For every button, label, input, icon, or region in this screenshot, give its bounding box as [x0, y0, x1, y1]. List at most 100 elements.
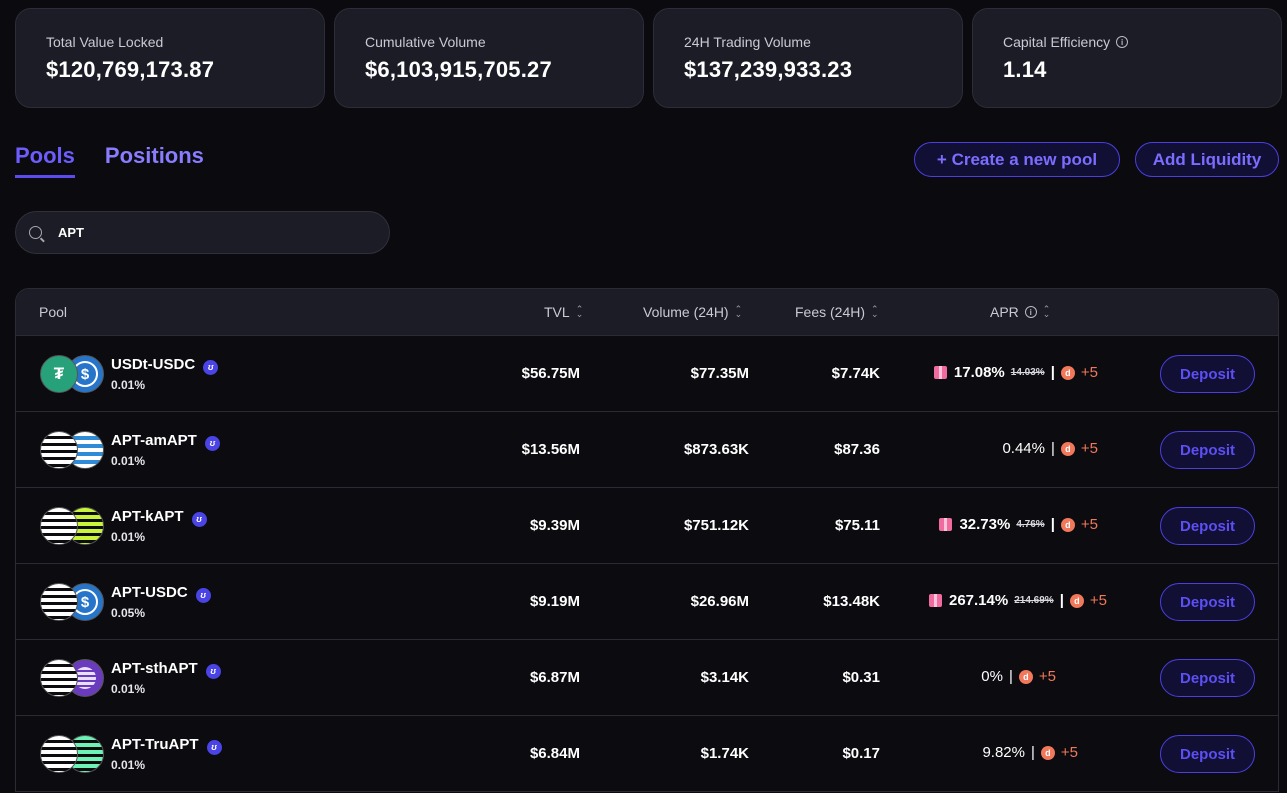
pool-fee-tier: 0.01%: [111, 530, 146, 544]
pool-name: APT-amAPT ʊ: [111, 432, 220, 451]
reward-d-icon: d: [1060, 365, 1075, 380]
pool-token-icons: [40, 659, 104, 697]
apt-icon: [40, 507, 78, 545]
pool-fees: $75.11: [834, 517, 880, 534]
apr-bonus: +5: [1080, 364, 1098, 381]
apr-bonus: +5: [1080, 516, 1098, 533]
stat-card-cumulative-volume: Cumulative Volume $6,103,915,705.27: [334, 8, 644, 108]
stat-value: $137,239,933.23: [684, 57, 853, 82]
pool-fees: $7.74K: [831, 365, 880, 382]
deposit-button[interactable]: Deposit: [1160, 355, 1255, 393]
pool-tvl: $13.56M: [521, 441, 580, 458]
pool-fees: $13.48K: [823, 593, 880, 610]
info-icon[interactable]: i: [1116, 36, 1129, 48]
table-row[interactable]: ₮ $ USDt-USDC ʊ 0.01% $56.75M $77.35M $7.…: [16, 335, 1278, 411]
pool-tvl: $6.87M: [529, 669, 580, 686]
pool-volume: $77.35M: [690, 365, 749, 382]
pool-token-icons: [40, 507, 104, 545]
apt-icon: [40, 659, 78, 697]
verified-badge-icon: ʊ: [206, 739, 222, 755]
pool-volume: $1.74K: [700, 745, 749, 762]
apr-value: 17.08%: [953, 364, 1005, 381]
verified-badge-icon: ʊ: [195, 587, 211, 603]
pool-fees: $87.36: [834, 441, 880, 458]
pool-token-icons: [40, 735, 104, 773]
apr-value: 0%: [981, 668, 1003, 685]
add-liquidity-button[interactable]: Add Liquidity: [1135, 142, 1279, 177]
pool-apr[interactable]: 0.44% | d +5: [1002, 440, 1098, 457]
pool-apr[interactable]: 32.73% 4.76% | d +5: [939, 516, 1098, 533]
apr-bonus: +5: [1038, 668, 1056, 685]
pool-name: APT-USDC ʊ: [111, 584, 211, 603]
stat-label: Total Value Locked: [46, 34, 164, 50]
table-row[interactable]: $ APT-USDC ʊ 0.05% $9.19M $26.96M $13.48K…: [16, 563, 1278, 639]
reward-d-icon: d: [1040, 745, 1055, 760]
header-fees[interactable]: Fees (24H) ⌃ ⌄: [795, 304, 879, 320]
apt-icon: [40, 431, 78, 469]
pool-volume: $751.12K: [683, 517, 749, 534]
pool-volume: $873.63K: [683, 441, 749, 458]
table-row[interactable]: APT-TruAPT ʊ 0.01% $6.84M $1.74K $0.17 9.…: [16, 715, 1278, 791]
gift-icon: [928, 594, 942, 607]
sort-icon[interactable]: ⌃ ⌄: [1042, 304, 1051, 319]
deposit-button[interactable]: Deposit: [1160, 735, 1255, 773]
search-box: [15, 211, 390, 254]
separator: |: [1030, 744, 1035, 761]
pool-name-text: APT-TruAPT: [111, 736, 199, 753]
pool-fees: $0.17: [842, 745, 880, 762]
pool-volume: $26.96M: [690, 593, 749, 610]
create-pool-button[interactable]: + Create a new pool: [914, 142, 1120, 177]
pool-name-text: APT-USDC: [111, 584, 188, 601]
pool-fee-tier: 0.01%: [111, 378, 146, 392]
apr-value: 32.73%: [959, 516, 1011, 533]
search-input[interactable]: [58, 225, 358, 240]
actions: + Create a new pool Add Liquidity: [914, 142, 1279, 177]
stat-card-24h-volume: 24H Trading Volume $137,239,933.23: [653, 8, 963, 108]
sort-icon[interactable]: ⌃ ⌄: [871, 304, 879, 319]
separator: |: [1050, 440, 1055, 457]
apr-old-value: 214.69%: [1014, 595, 1054, 606]
pool-apr[interactable]: 9.82% | d +5: [982, 744, 1078, 761]
apt-icon: [40, 735, 78, 773]
apr-old-value: 4.76%: [1016, 519, 1045, 530]
sort-icon[interactable]: ⌃ ⌄: [734, 304, 743, 319]
sort-icon[interactable]: ⌃ ⌄: [575, 304, 584, 319]
apr-bonus: +5: [1089, 592, 1107, 609]
pool-name: APT-sthAPT ʊ: [111, 660, 221, 679]
stat-value: $6,103,915,705.27: [365, 57, 552, 82]
deposit-button[interactable]: Deposit: [1160, 507, 1255, 545]
stat-label: 24H Trading Volume: [684, 34, 811, 50]
header-pool: Pool: [39, 304, 68, 320]
header-apr[interactable]: APR i ⌃ ⌄: [990, 304, 1050, 320]
table-row[interactable]: APT-amAPT ʊ 0.01% $13.56M $873.63K $87.36…: [16, 411, 1278, 487]
pool-fee-tier: 0.01%: [111, 682, 146, 696]
header-tvl[interactable]: TVL ⌃ ⌄: [544, 304, 583, 320]
deposit-button[interactable]: Deposit: [1160, 583, 1255, 621]
pool-apr[interactable]: 0% | d +5: [981, 668, 1056, 685]
pool-tvl: $6.84M: [529, 745, 580, 762]
reward-d-icon: d: [1069, 593, 1084, 608]
pool-tvl: $56.75M: [521, 365, 580, 382]
table-row[interactable]: APT-kAPT ʊ 0.01% $9.39M $751.12K $75.11 3…: [16, 487, 1278, 563]
verified-badge-icon: ʊ: [191, 511, 207, 527]
reward-d-icon: d: [1060, 517, 1075, 532]
verified-badge-icon: ʊ: [205, 663, 221, 679]
pool-apr[interactable]: 17.08% 14.03% | d +5: [933, 364, 1098, 381]
tab-positions[interactable]: Positions: [104, 143, 204, 168]
pool-apr[interactable]: 267.14% 214.69% | d +5: [928, 592, 1107, 609]
apr-old-value: 14.03%: [1010, 367, 1045, 378]
tab-pools[interactable]: Pools: [15, 143, 75, 178]
deposit-button[interactable]: Deposit: [1160, 431, 1255, 469]
pool-name-text: APT-kAPT: [111, 508, 184, 525]
apr-value: 0.44%: [1002, 440, 1045, 457]
stat-card-tvl: Total Value Locked $120,769,173.87: [15, 8, 325, 108]
deposit-button[interactable]: Deposit: [1160, 659, 1255, 697]
stat-card-capital-efficiency: Capital Efficiency i 1.14: [972, 8, 1282, 108]
table-header: Pool TVL ⌃ ⌄ Volume (24H) ⌃ ⌄ Fees (24H) ⌃…: [16, 289, 1278, 335]
info-icon[interactable]: i: [1024, 306, 1037, 318]
header-volume[interactable]: Volume (24H) ⌃ ⌄: [643, 304, 742, 320]
table-row[interactable]: APT-sthAPT ʊ 0.01% $6.87M $3.14K $0.31 0%…: [16, 639, 1278, 715]
stat-value: $120,769,173.87: [46, 57, 215, 82]
tether-icon: ₮: [40, 355, 78, 393]
stat-label-text: Capital Efficiency: [1003, 34, 1111, 50]
